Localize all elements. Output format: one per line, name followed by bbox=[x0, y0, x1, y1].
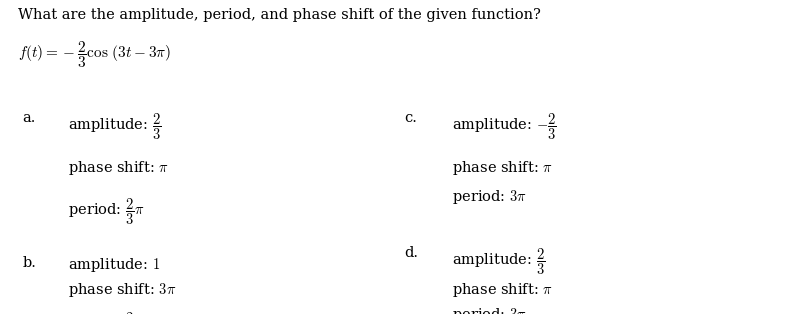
Text: phase shift: $\pi$: phase shift: $\pi$ bbox=[452, 281, 553, 299]
Text: period: $3\pi$: period: $3\pi$ bbox=[452, 188, 527, 206]
Text: period: $\dfrac{2}{3}\pi$: period: $\dfrac{2}{3}\pi$ bbox=[68, 311, 145, 314]
Text: $f(t) = -\dfrac{2}{3}\cos\,(3t - 3\pi)$: $f(t) = -\dfrac{2}{3}\cos\,(3t - 3\pi)$ bbox=[18, 39, 170, 70]
Text: amplitude: $1$: amplitude: $1$ bbox=[68, 256, 160, 274]
Text: d.: d. bbox=[404, 246, 418, 261]
Text: amplitude: $-\dfrac{2}{3}$: amplitude: $-\dfrac{2}{3}$ bbox=[452, 111, 557, 142]
Text: amplitude: $\dfrac{2}{3}$: amplitude: $\dfrac{2}{3}$ bbox=[68, 111, 162, 142]
Text: period: $3\pi$: period: $3\pi$ bbox=[452, 306, 527, 314]
Text: phase shift: $3\pi$: phase shift: $3\pi$ bbox=[68, 281, 176, 299]
Text: a.: a. bbox=[22, 111, 36, 126]
Text: phase shift: $\pi$: phase shift: $\pi$ bbox=[452, 159, 553, 176]
Text: What are the amplitude, period, and phase shift of the given function?: What are the amplitude, period, and phas… bbox=[18, 8, 541, 22]
Text: c.: c. bbox=[404, 111, 417, 126]
Text: phase shift: $\pi$: phase shift: $\pi$ bbox=[68, 159, 169, 176]
Text: b.: b. bbox=[22, 256, 36, 270]
Text: amplitude: $\dfrac{2}{3}$: amplitude: $\dfrac{2}{3}$ bbox=[452, 246, 546, 277]
Text: period: $\dfrac{2}{3}\pi$: period: $\dfrac{2}{3}\pi$ bbox=[68, 196, 145, 227]
